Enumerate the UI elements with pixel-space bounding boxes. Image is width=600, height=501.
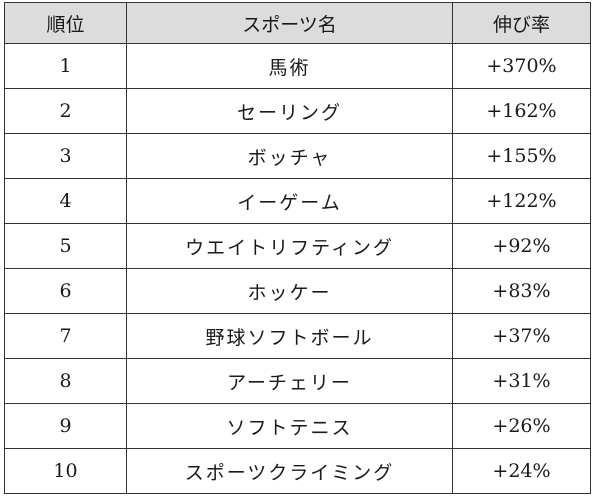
rank-cell: 7 — [4, 313, 127, 359]
sport-name-cell: 野球ソフトボール — [126, 313, 453, 359]
growth-rate-cell: +92% — [452, 223, 591, 269]
table-row: 2 セーリング +162% — [4, 88, 591, 134]
rank-cell: 1 — [4, 43, 127, 89]
table-row: 6 ホッケー +83% — [4, 268, 591, 314]
sport-name-cell: セーリング — [126, 88, 453, 134]
sport-name-cell: ソフトテニス — [126, 403, 453, 449]
sport-name-cell: スポーツクライミング — [126, 448, 453, 494]
sport-name-cell: ウエイトリフティング — [126, 223, 453, 269]
ranking-table: 順位 スポーツ名 伸び率 1 馬術 +370% 2 セーリング +162% 3 … — [4, 2, 591, 494]
growth-rate-cell: +37% — [452, 313, 591, 359]
rank-cell: 5 — [4, 223, 127, 269]
table-row: 8 アーチェリー +31% — [4, 358, 591, 404]
growth-rate-cell: +155% — [452, 133, 591, 179]
table-row: 10 スポーツクライミング +24% — [4, 448, 591, 494]
rank-cell: 9 — [4, 403, 127, 449]
growth-rate-cell: +83% — [452, 268, 591, 314]
rank-cell: 3 — [4, 133, 127, 179]
table-row: 9 ソフトテニス +26% — [4, 403, 591, 449]
growth-rate-cell: +370% — [452, 43, 591, 89]
growth-rate-cell: +24% — [452, 448, 591, 494]
table-body: 1 馬術 +370% 2 セーリング +162% 3 ボッチャ +155% 4 … — [4, 43, 591, 494]
rank-cell: 6 — [4, 268, 127, 314]
sport-name-cell: イーゲーム — [126, 178, 453, 224]
table-row: 7 野球ソフトボール +37% — [4, 313, 591, 359]
rank-cell: 10 — [4, 448, 127, 494]
sport-name-cell: ボッチャ — [126, 133, 453, 179]
header-rank: 順位 — [4, 2, 127, 44]
table-row: 1 馬術 +370% — [4, 43, 591, 89]
rank-cell: 8 — [4, 358, 127, 404]
sport-name-cell: ホッケー — [126, 268, 453, 314]
table-row: 4 イーゲーム +122% — [4, 178, 591, 224]
sport-name-cell: アーチェリー — [126, 358, 453, 404]
growth-rate-cell: +31% — [452, 358, 591, 404]
header-sport-name: スポーツ名 — [126, 2, 453, 44]
table-header: 順位 スポーツ名 伸び率 — [4, 2, 591, 44]
growth-rate-cell: +26% — [452, 403, 591, 449]
header-row: 順位 スポーツ名 伸び率 — [4, 2, 591, 44]
table-row: 3 ボッチャ +155% — [4, 133, 591, 179]
growth-rate-cell: +162% — [452, 88, 591, 134]
rank-cell: 4 — [4, 178, 127, 224]
growth-rate-cell: +122% — [452, 178, 591, 224]
sport-name-cell: 馬術 — [126, 43, 453, 89]
rank-cell: 2 — [4, 88, 127, 134]
header-growth-rate: 伸び率 — [452, 2, 591, 44]
table-row: 5 ウエイトリフティング +92% — [4, 223, 591, 269]
